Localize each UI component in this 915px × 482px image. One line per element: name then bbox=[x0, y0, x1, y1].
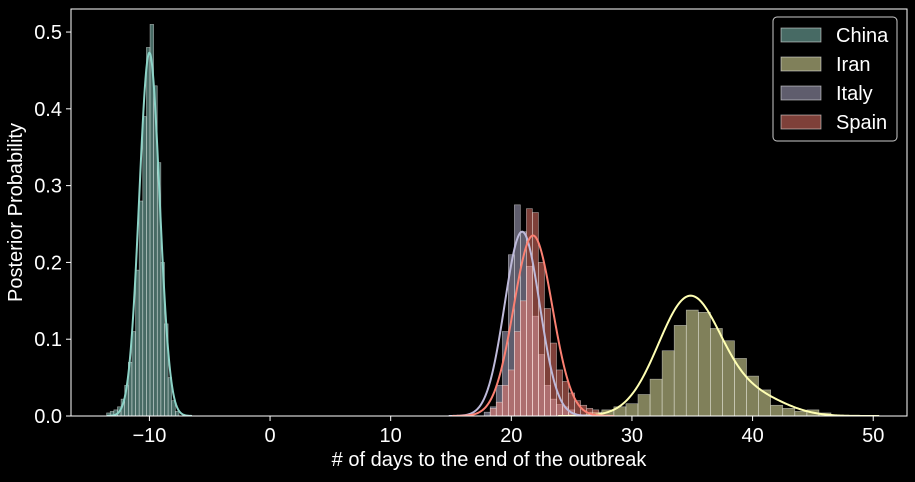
x-axis: −10 0 10 20 30 40 50 bbox=[132, 416, 884, 447]
x-tick-label: −10 bbox=[132, 425, 166, 447]
legend-item-china: China bbox=[780, 25, 889, 47]
histogram-bar-china bbox=[142, 116, 147, 416]
histogram-bar-iran bbox=[710, 328, 723, 416]
histogram-bar-iran bbox=[698, 312, 711, 416]
histogram-bar-spain bbox=[538, 262, 545, 416]
y-tick-label: 0.0 bbox=[34, 406, 62, 428]
histogram-bar-iran bbox=[782, 408, 796, 416]
histogram-bar-iran bbox=[758, 389, 771, 416]
series-china-bars bbox=[106, 24, 180, 416]
histogram-bar-spain bbox=[532, 212, 539, 416]
x-tick-label: 0 bbox=[264, 425, 275, 447]
kde-line-iran bbox=[558, 294, 880, 416]
series-iran-bars bbox=[589, 309, 832, 416]
histogram-bar-italy bbox=[483, 411, 491, 416]
histogram-bar-spain bbox=[495, 401, 503, 416]
x-axis-label: # of days to the end of the outbreak bbox=[332, 449, 648, 471]
y-axis-label: Posterior Probability bbox=[5, 123, 27, 302]
x-tick-label: 40 bbox=[741, 425, 763, 447]
x-tick-label: 30 bbox=[621, 425, 643, 447]
x-tick-label: 10 bbox=[380, 425, 402, 447]
legend-item-spain: Spain bbox=[780, 112, 887, 134]
histogram-bar-spain bbox=[514, 331, 521, 416]
legend-label-china: China bbox=[836, 25, 889, 47]
legend-item-italy: Italy bbox=[780, 83, 873, 105]
legend-label-italy: Italy bbox=[836, 83, 873, 105]
histogram-bar-china bbox=[146, 47, 151, 416]
legend-label-spain: Spain bbox=[836, 112, 887, 134]
kde-line-china bbox=[106, 51, 192, 416]
y-tick-label: 0.4 bbox=[34, 99, 62, 121]
histogram-bar-spain bbox=[508, 369, 515, 416]
histogram-bar-china bbox=[175, 411, 180, 416]
x-tick-label: 20 bbox=[500, 425, 522, 447]
histogram-bar-iran bbox=[734, 358, 747, 416]
histogram-bar-iran bbox=[625, 403, 639, 416]
legend-swatch-iran bbox=[780, 56, 822, 72]
y-tick-label: 0.5 bbox=[34, 22, 62, 44]
legend-swatch-china bbox=[780, 27, 822, 43]
plot-area bbox=[106, 24, 880, 416]
histogram-bar-iran bbox=[649, 378, 663, 416]
x-tick-label: 50 bbox=[862, 425, 884, 447]
legend-swatch-spain bbox=[780, 114, 822, 130]
y-tick-label: 0.2 bbox=[34, 252, 62, 274]
kde-line-spain bbox=[451, 234, 615, 416]
histogram-bar-iran bbox=[673, 325, 687, 416]
histogram-bar-china bbox=[138, 200, 144, 416]
histogram-bar-china bbox=[171, 400, 176, 416]
histogram-bar-spain bbox=[501, 384, 509, 416]
legend: China Iran Italy Spain bbox=[772, 16, 898, 142]
legend-box bbox=[772, 16, 898, 142]
kde-line-italy bbox=[448, 230, 596, 416]
legend-item-iran: Iran bbox=[780, 54, 870, 76]
histogram-bar-iran bbox=[637, 394, 651, 416]
histogram-bar-iran bbox=[794, 411, 808, 416]
histogram-bar-iran bbox=[661, 350, 675, 416]
y-tick-label: 0.3 bbox=[34, 176, 62, 198]
histogram-bar-iran bbox=[770, 404, 784, 416]
histogram-bar-spain bbox=[520, 300, 527, 416]
histogram-bar-china bbox=[135, 269, 140, 416]
histogram-bar-china bbox=[131, 331, 136, 416]
legend-swatch-italy bbox=[780, 85, 822, 101]
axes-frame bbox=[70, 8, 908, 417]
y-axis: 0.0 0.1 0.2 0.3 0.4 0.5 bbox=[34, 22, 71, 428]
plot-series-layer bbox=[106, 24, 880, 416]
histogram-bar-spain bbox=[489, 408, 497, 416]
histogram-bar-iran bbox=[685, 309, 699, 416]
y-tick-label: 0.1 bbox=[34, 329, 62, 351]
legend-label-iran: Iran bbox=[836, 54, 870, 76]
